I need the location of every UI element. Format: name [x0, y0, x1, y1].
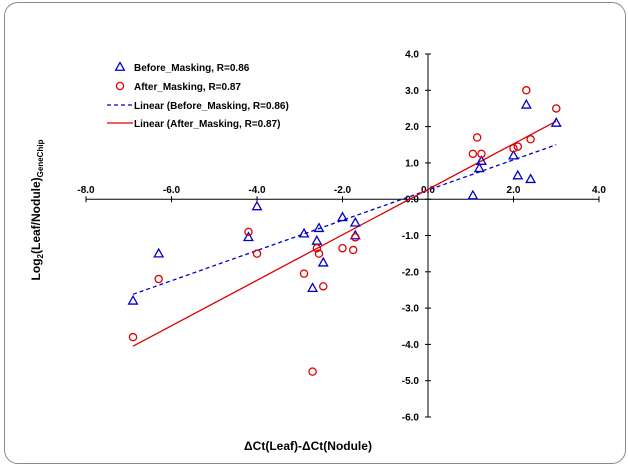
y-ticks: 4.0 3.0 2.0 1.0 0.0 -1.0 -2.0 -3.0 -4.0 -5.0 -6.0 — [402, 50, 431, 424]
y-tick-label: -5.0 — [402, 376, 420, 387]
point-before-masking — [467, 189, 479, 200]
point-before-masking — [298, 227, 310, 238]
x-ticks: -8.0 -6.0 -4.0 -2.0 0.0 2.0 4.0 — [77, 185, 606, 203]
point-before-masking — [251, 200, 263, 211]
point-after-masking — [522, 86, 531, 95]
legend-label: Linear (After_Masking, R=0.87) — [134, 119, 280, 130]
y-label-main: Log — [29, 258, 43, 280]
point-after-masking — [299, 269, 309, 278]
y-axis-label: Log2(Leaf/Nodule)GeneChip — [29, 139, 45, 280]
legend: Before_Masking, R=0.86 After_Masking, R=… — [107, 61, 289, 130]
y-label-sub1: 2 — [36, 253, 45, 258]
y-tick-label: 0.0 — [405, 195, 419, 206]
point-after-masking — [509, 144, 518, 153]
x-tick-label: -2.0 — [334, 185, 352, 196]
y-tick-label: -6.0 — [402, 413, 420, 424]
trendline-before-masking — [132, 144, 557, 295]
point-before-masking — [337, 211, 348, 222]
point-after-masking — [472, 133, 482, 142]
x-tick-label: -8.0 — [77, 185, 95, 196]
chart-frame — [4, 2, 626, 464]
point-after-masking — [526, 135, 535, 144]
y-tick-label: -4.0 — [402, 340, 420, 351]
y-tick-label: -3.0 — [402, 304, 420, 315]
x-tick-label: 4.0 — [592, 185, 606, 196]
x-axis-label: ΔCt(Leaf)-ΔCt(Nodule) — [244, 439, 372, 453]
y-tick-label: 4.0 — [405, 50, 419, 61]
point-before-masking — [307, 282, 319, 293]
point-after-masking — [513, 142, 523, 151]
point-before-masking — [311, 235, 323, 245]
point-before-masking — [313, 222, 325, 233]
point-before-masking — [512, 169, 524, 180]
y-label-sub2: GeneChip — [36, 139, 45, 177]
point-after-masking — [154, 274, 163, 284]
x-tick-label: 0.0 — [421, 185, 435, 196]
point-after-masking — [477, 149, 486, 159]
point-before-masking — [473, 162, 485, 173]
x-tick-label: 2.0 — [507, 185, 521, 196]
point-before-masking — [508, 149, 519, 160]
point-after-masking — [348, 245, 358, 255]
legend-entry-linear-before: Linear (Before_Masking, R=0.86) — [107, 101, 289, 112]
point-after-masking — [468, 149, 478, 159]
point-before-masking — [525, 173, 537, 184]
point-after-masking — [312, 243, 322, 253]
point-after-masking — [319, 282, 328, 291]
point-before-masking — [242, 231, 254, 242]
point-before-masking — [317, 256, 329, 267]
y-tick-label: 1.0 — [405, 158, 419, 169]
point-before-masking — [153, 247, 165, 258]
y-tick-label: 2.0 — [405, 122, 419, 133]
point-after-masking — [338, 243, 347, 253]
y-tick-label: 3.0 — [405, 86, 419, 97]
legend-label: After_Masking, R=0.87 — [134, 82, 241, 93]
point-after-masking — [314, 249, 324, 258]
x-tick-label: -6.0 — [163, 185, 181, 196]
point-after-masking — [128, 332, 138, 342]
point-before-masking — [349, 216, 361, 227]
point-before-masking — [127, 294, 139, 305]
point-before-masking — [550, 117, 562, 127]
data-points — [127, 86, 562, 376]
y-tick-label: -1.0 — [402, 231, 420, 242]
y-tick-label: -2.0 — [402, 267, 420, 278]
trendlines — [132, 120, 557, 347]
point-after-masking — [244, 227, 253, 237]
scatter-chart: -8.0 -6.0 -4.0 -2.0 0.0 2.0 4.0 4.0 3.0 2.0 1.0 0.… — [29, 50, 606, 454]
legend-triangle-marker — [114, 61, 126, 71]
legend-label: Before_Masking, R=0.86 — [134, 63, 250, 74]
x-tick-label: -4.0 — [248, 185, 266, 196]
point-before-masking — [475, 155, 487, 165]
legend-entry-after: After_Masking, R=0.87 — [115, 81, 241, 93]
point-after-masking — [252, 249, 262, 258]
legend-circle-marker — [115, 81, 125, 91]
legend-entry-before: Before_Masking, R=0.86 — [114, 61, 250, 74]
point-after-masking — [308, 367, 317, 376]
legend-label: Linear (Before_Masking, R=0.86) — [134, 101, 289, 112]
legend-entry-linear-after: Linear (After_Masking, R=0.87) — [107, 119, 280, 130]
y-label-mid: (Leaf/Nodule) — [29, 177, 43, 254]
point-after-masking — [552, 104, 561, 113]
point-before-masking — [520, 98, 532, 109]
trendline-after-masking — [132, 120, 557, 347]
point-after-masking — [351, 233, 360, 242]
